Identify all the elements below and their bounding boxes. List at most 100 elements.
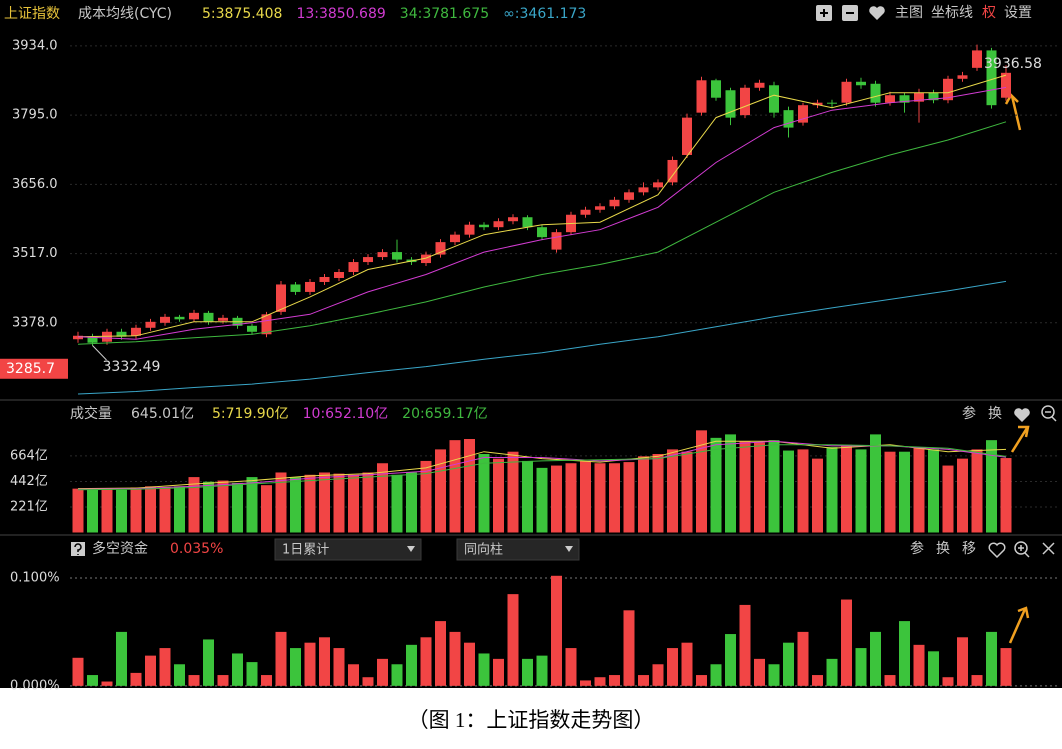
- period-dropdown[interactable]: [274, 538, 422, 561]
- volume-bar: [928, 449, 939, 533]
- low-pointer: [92, 345, 107, 361]
- volume-bar: [101, 488, 113, 533]
- candle-body: [87, 336, 98, 343]
- volume-bar: [87, 489, 98, 533]
- volume-bar: [319, 472, 330, 533]
- favorite-button[interactable]: [1014, 408, 1030, 422]
- volume-bar: [884, 451, 896, 533]
- moving-average-line: [77, 280, 1007, 395]
- candle-body: [711, 80, 721, 98]
- candle-body: [160, 316, 170, 323]
- volume-bar: [493, 458, 504, 533]
- index-title: 上证指数: [4, 6, 60, 22]
- fund-bar: [72, 657, 84, 686]
- candle-body: [682, 117, 692, 155]
- volume-bar: [130, 487, 142, 533]
- fund-bar: [232, 653, 243, 686]
- y-tick-label: 3378.0: [12, 315, 58, 330]
- toolbar-main[interactable]: 主图: [895, 5, 923, 21]
- toolbar-rights[interactable]: 权: [982, 5, 996, 21]
- fund-bar: [290, 648, 301, 686]
- favorite-button[interactable]: [988, 542, 1006, 559]
- volume-bar: [942, 465, 954, 533]
- volume-bar: [652, 454, 664, 533]
- volume-bar: [275, 472, 287, 533]
- candle-body: [174, 316, 185, 320]
- candle-body: [508, 217, 518, 222]
- toolbar-grid[interactable]: 坐标线: [931, 5, 973, 21]
- candle-body: [812, 102, 823, 106]
- volume-bar: [681, 451, 693, 533]
- fund-bar: [420, 637, 432, 686]
- candle-body: [421, 254, 431, 264]
- fund-bar: [1000, 648, 1012, 686]
- favorite-button[interactable]: [869, 6, 885, 20]
- arrow-annotation: [1008, 606, 1030, 644]
- fund-bar: [812, 675, 823, 686]
- tool-button[interactable]: 参: [962, 405, 976, 422]
- tool-button[interactable]: 换: [988, 405, 1002, 422]
- zoom-button[interactable]: [1041, 405, 1055, 419]
- cursor-price-label: 3285.7: [6, 361, 55, 377]
- volume-bar: [174, 486, 185, 533]
- arrow-annotation: [1010, 425, 1030, 453]
- legend-entry: ∞:3461.173: [503, 6, 586, 22]
- candle-body: [725, 90, 736, 118]
- moving-average-line: [77, 440, 1007, 490]
- candle-body: [798, 105, 808, 123]
- volume-bar: [290, 477, 301, 533]
- volume-bar: [565, 463, 577, 533]
- y-tick-label: 0.000%: [10, 678, 60, 693]
- candle-body: [290, 284, 301, 292]
- fund-bar: [681, 642, 693, 686]
- dropdown-arrow: [565, 546, 573, 552]
- fund-bar: [246, 662, 258, 686]
- fund-bar: [783, 642, 794, 686]
- legend-entry: 34:3781.675: [400, 6, 489, 22]
- legend-entry: 10:652.10亿: [303, 406, 389, 422]
- volume-bar: [435, 449, 446, 533]
- toolbar: 主图 坐标线 权 设置: [816, 5, 1032, 21]
- close-button[interactable]: [1042, 542, 1055, 555]
- fund-bar: [275, 631, 287, 686]
- candle-body: [885, 95, 895, 103]
- volume-bar: [783, 450, 794, 533]
- volume-bar: [304, 474, 316, 533]
- legend-entry: 5:3875.408: [202, 6, 282, 22]
- fund-bar: [406, 644, 417, 686]
- zoom-icon: [1018, 545, 1030, 558]
- tool-button[interactable]: 换: [936, 540, 950, 557]
- fund-bar: [478, 653, 490, 686]
- fund-bar: [551, 575, 562, 686]
- tool-button[interactable]: 参: [910, 540, 924, 557]
- fund-bar: [174, 664, 185, 686]
- candle-body: [653, 182, 663, 188]
- candle-body: [943, 78, 953, 101]
- low-annotation: 3332.49: [103, 359, 161, 375]
- style-dropdown[interactable]: [456, 538, 580, 561]
- fund-bar: [507, 594, 519, 686]
- volume-bar: [754, 442, 765, 533]
- fund-bar: [870, 631, 881, 686]
- fund-current: 0.035%: [170, 541, 223, 557]
- legend-entry: 20:659.17亿: [402, 406, 488, 422]
- candle-body: [740, 87, 750, 116]
- fund-bar: [797, 631, 809, 686]
- volume-bar: [145, 486, 156, 533]
- candle-body: [972, 50, 982, 68]
- fund-title: 多空资金: [92, 540, 148, 557]
- legend-entry: 5:719.90亿: [212, 406, 289, 422]
- y-tick-label: 3934.0: [12, 38, 58, 53]
- volume-bar: [246, 477, 258, 533]
- volume-bar: [638, 456, 649, 533]
- tool-button[interactable]: 移: [962, 541, 976, 557]
- fund-bar: [638, 675, 649, 686]
- fund-bar: [652, 664, 664, 686]
- zoom-button[interactable]: [1014, 541, 1028, 555]
- toolbar-settings[interactable]: 设置: [1004, 5, 1032, 21]
- volume-bar: [710, 437, 722, 533]
- candle-body: [116, 331, 127, 337]
- candle-body: [696, 80, 707, 113]
- candle-body: [522, 217, 533, 228]
